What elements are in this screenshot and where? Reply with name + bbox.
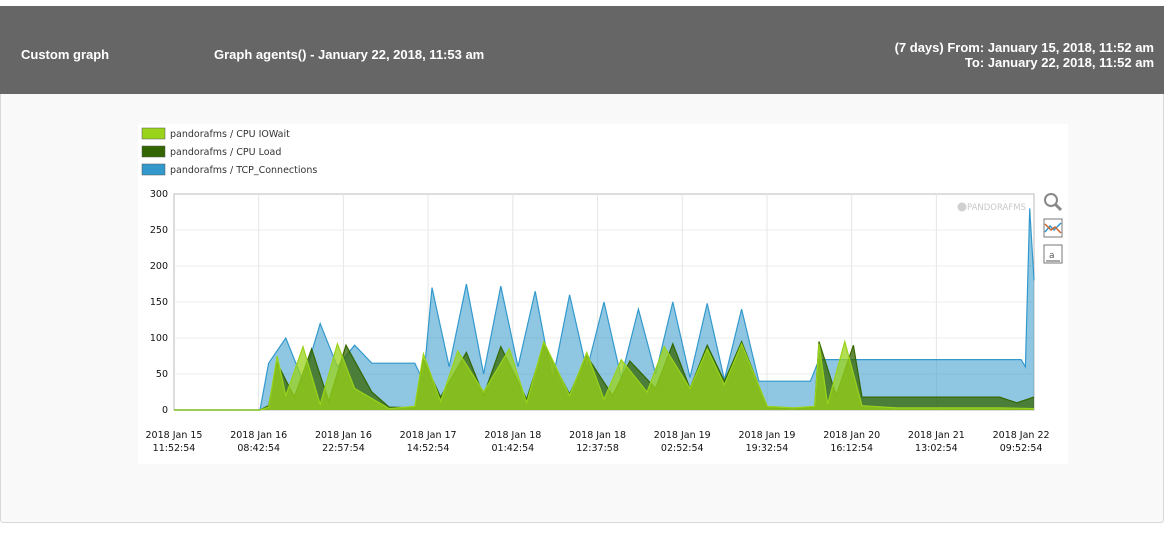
range-from: (7 days) From: January 15, 2018, 11:52 a… [894,40,1154,55]
x-tick-time: 22:57:54 [322,443,365,454]
series-line [174,339,1035,411]
y-tick-label: 300 [150,189,168,200]
x-tick-date: 2018 Jan 15 [146,430,203,441]
x-tick-time: 12:37:58 [576,443,619,454]
x-tick-date: 2018 Jan 19 [654,430,711,441]
x-tick-time: 02:52:54 [661,443,704,454]
x-tick-date: 2018 Jan 17 [400,430,457,441]
chart-svg: pandorafms / CPU IOWait pandorafms / CPU … [141,127,1050,454]
graph-toolbar: a [1043,192,1065,270]
zoom-icon[interactable] [1043,192,1063,212]
y-tick-label: 250 [150,225,168,236]
x-tick-time: 16:12:54 [830,443,873,454]
x-tick-date: 2018 Jan 22 [993,430,1050,441]
legend-label: pandorafms / TCP_Connections [170,165,317,176]
x-tick-time: 13:02:54 [915,443,958,454]
y-tick-label: 100 [150,333,168,344]
chart-axis-icon[interactable]: a [1043,244,1063,264]
legend-swatch [141,127,166,140]
x-tick-time: 08:42:54 [237,443,280,454]
chart-lines-icon[interactable] [1043,218,1063,238]
x-tick-date: 2018 Jan 16 [315,430,372,441]
y-tick-label: 50 [156,369,168,380]
x-tick-time: 14:52:54 [407,443,450,454]
page-title: Custom graph [21,47,110,62]
series-area [174,341,1034,410]
graph-header: Custom graph Graph agents() - January 22… [0,6,1164,94]
legend-label: pandorafms / CPU Load [170,147,281,158]
legend-swatch [141,163,166,176]
x-tick-date: 2018 Jan 20 [823,430,880,441]
x-tick-date: 2018 Jan 19 [738,430,795,441]
chart-container: pandorafms / CPU IOWait pandorafms / CPU … [138,124,1068,464]
watermark-logo [957,202,967,212]
x-tick-date: 2018 Jan 16 [230,430,287,441]
x-tick-time: 01:42:54 [492,443,535,454]
x-tick-date: 2018 Jan 18 [484,430,541,441]
y-tick-label: 150 [150,297,168,308]
range-to: To: January 22, 2018, 11:52 am [964,55,1154,70]
x-tick-date: 2018 Jan 18 [569,430,626,441]
svg-text:a: a [1049,251,1055,261]
x-tick-time: 11:52:54 [153,443,196,454]
legend-swatch [141,145,166,158]
x-tick-time: 09:52:54 [1000,443,1043,454]
date-range: (7 days) From: January 15, 2018, 11:52 a… [895,40,1154,70]
graph-title: Graph agents() - January 22, 2018, 11:53… [214,47,485,62]
y-tick-label: 0 [162,405,168,416]
x-tick-time: 19:32:54 [746,443,789,454]
legend-label: pandorafms / CPU IOWait [170,129,290,140]
watermark: PANDORAFMS [967,203,1026,213]
x-tick-date: 2018 Jan 21 [908,430,965,441]
y-tick-label: 200 [150,261,168,272]
